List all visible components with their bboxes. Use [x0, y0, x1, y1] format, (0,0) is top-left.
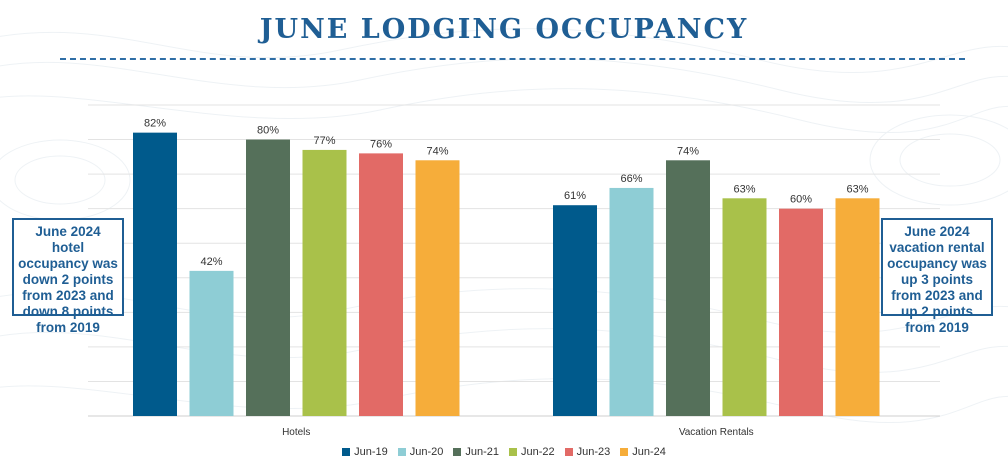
data-label: 60%	[790, 194, 812, 206]
data-label: 77%	[313, 135, 335, 147]
bar-jun-21-vacation-rentals	[666, 160, 710, 416]
legend-swatch	[564, 448, 573, 456]
bar-jun-24-vacation-rentals	[835, 198, 880, 416]
title-divider	[60, 58, 965, 60]
data-label: 76%	[370, 138, 392, 150]
vacation-rental-callout: June 2024 vacation rental occupancy was …	[881, 218, 993, 335]
legend-swatch	[453, 448, 462, 456]
data-label: 82%	[144, 118, 166, 130]
data-label: 63%	[846, 183, 868, 195]
bar-jun-24-hotels	[415, 160, 460, 416]
legend-label: Jun-23	[576, 446, 611, 458]
legend-label: Jun-21	[465, 446, 499, 458]
legend-swatch	[509, 448, 517, 456]
legend-item: Jun-20	[397, 446, 444, 458]
bar-jun-21-hotels	[246, 139, 290, 417]
hotel-callout: June 2024 hotel occupancy was down 2 poi…	[12, 218, 124, 335]
category-label: Hotels	[282, 427, 310, 438]
data-label: 74%	[677, 145, 699, 157]
legend-item: Jun-21	[453, 446, 499, 458]
chart-legend: Jun-19 Jun-20 Jun-21 Jun-22 Jun-23 Jun-24	[0, 446, 1008, 458]
bar-jun-19-hotels	[133, 132, 177, 416]
data-label: 74%	[426, 145, 448, 157]
data-label: 61%	[564, 190, 586, 202]
bar-labels: 82% 42% 80% 77% 76% 74% 61% 66% 74% 63% 60% 63%	[144, 118, 869, 268]
data-label: 66%	[620, 173, 642, 185]
bar-jun-23-vacation-rentals	[779, 208, 823, 416]
legend-item: Jun-23	[564, 446, 611, 458]
bar-jun-20-hotels	[189, 270, 234, 416]
legend-item: Jun-24	[620, 446, 666, 458]
category-label: Vacation Rentals	[679, 427, 754, 438]
legend-label: Jun-24	[632, 446, 666, 458]
legend-label: Jun-20	[409, 446, 444, 458]
legend-swatch	[342, 448, 351, 456]
bar-jun-22-hotels	[302, 149, 347, 416]
bar-jun-23-hotels	[359, 153, 403, 416]
legend-swatch	[620, 448, 629, 456]
category-labels: Hotels Vacation Rentals	[282, 427, 754, 438]
bar-jun-22-vacation-rentals	[722, 198, 767, 416]
bar-jun-20-vacation-rentals	[609, 187, 654, 416]
data-label: 80%	[257, 125, 279, 137]
data-label: 42%	[200, 256, 222, 268]
legend-swatch	[397, 448, 406, 456]
legend-item: Jun-19	[342, 446, 388, 458]
legend-label: Jun-19	[354, 446, 388, 458]
data-label: 63%	[733, 183, 755, 195]
chart-title: JUNE LODGING OCCUPANCY	[259, 14, 749, 45]
bar-jun-19-vacation-rentals	[553, 205, 597, 416]
legend-item: Jun-22	[509, 446, 555, 458]
legend-label: Jun-22	[521, 446, 555, 458]
bars	[133, 132, 880, 417]
